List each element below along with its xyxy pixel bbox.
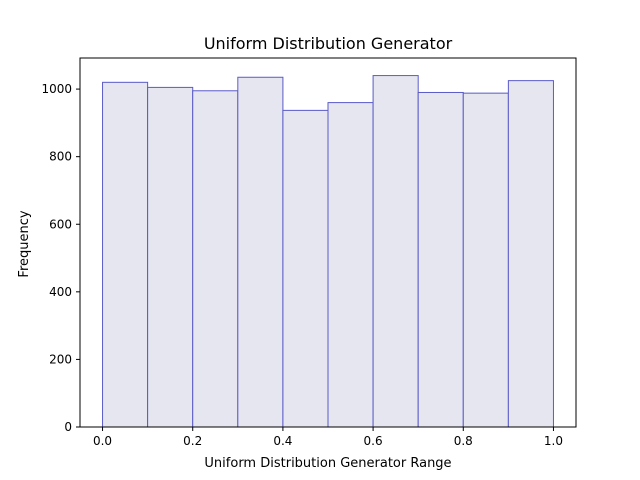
x-ticks: 0.0 0.2 0.4 0.6 0.8 1.0 [93, 427, 563, 448]
histogram-bar-5 [327, 102, 374, 428]
histogram-bar-7 [417, 91, 464, 428]
histogram-bar-9 [507, 80, 554, 428]
plot-frame [79, 57, 577, 428]
x-tick-label-1: 0.2 [183, 434, 202, 448]
x-tick-label-4: 0.8 [454, 434, 473, 448]
histogram-bar-2 [192, 90, 239, 428]
chart-title: Uniform Distribution Generator [204, 34, 453, 53]
y-axis-label: Frequency [17, 210, 32, 277]
bars-group [102, 75, 554, 428]
y-tick-label-4: 800 [49, 150, 72, 164]
y-tick-label-2: 400 [49, 285, 72, 299]
y-ticks: 0 200 400 600 800 1000 [41, 82, 80, 434]
x-tick-label-5: 1.0 [544, 434, 563, 448]
x-tick-label-2: 0.4 [273, 434, 292, 448]
x-axis-label: Uniform Distribution Generator Range [204, 456, 451, 471]
histogram-bar-8 [462, 92, 509, 428]
histogram-bar-3 [237, 76, 284, 428]
x-tick-label-3: 0.6 [364, 434, 383, 448]
histogram-bar-4 [282, 109, 329, 428]
y-tick-label-1: 200 [49, 352, 72, 366]
histogram-bar-6 [372, 75, 419, 428]
y-tick-label-0: 0 [64, 420, 72, 434]
axes-group [79, 57, 577, 428]
x-tick-label-0: 0.0 [93, 434, 112, 448]
histogram-bar-0 [102, 81, 149, 428]
y-tick-label-3: 600 [49, 217, 72, 231]
y-tick-label-5: 1000 [41, 82, 72, 96]
histogram-bar-1 [147, 86, 194, 428]
